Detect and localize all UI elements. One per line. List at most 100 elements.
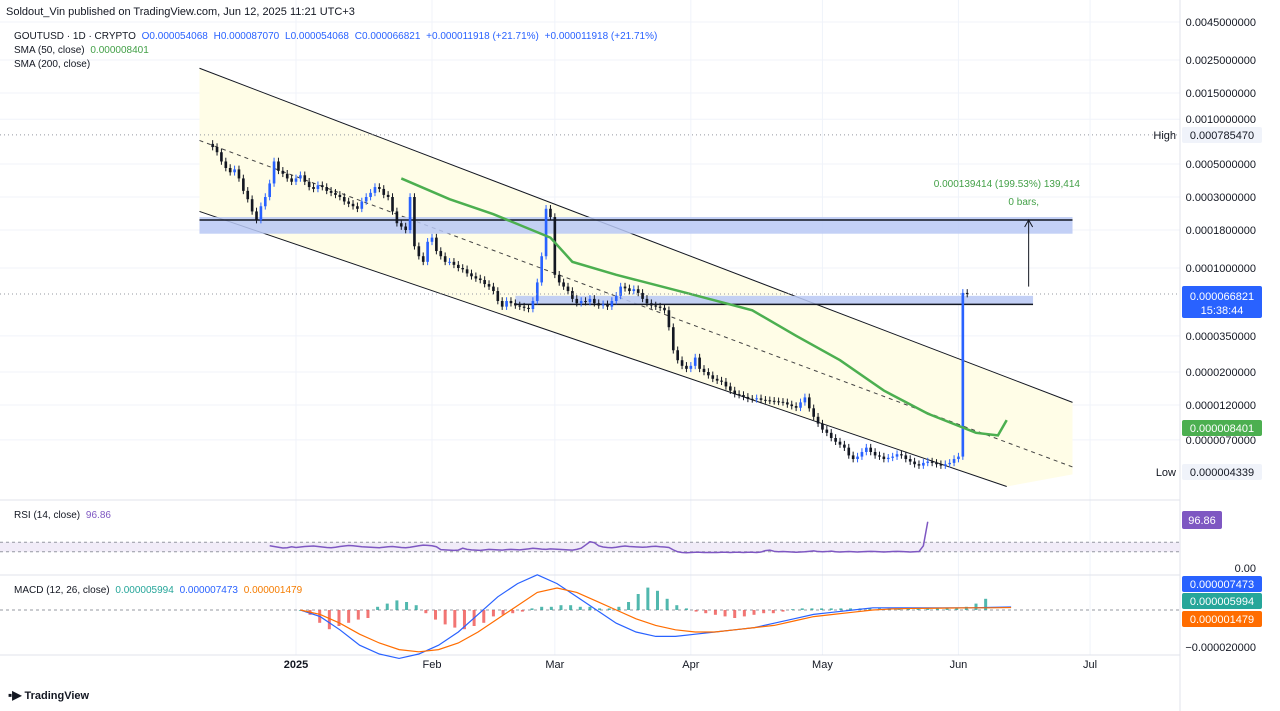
candle-down <box>399 223 403 227</box>
price-tick: 0.0000200000 <box>1186 367 1256 379</box>
candle-down <box>724 381 728 387</box>
macd-tick: −0.000020000 <box>1185 642 1256 654</box>
macd-histogram-bar <box>462 610 466 630</box>
candles <box>211 140 969 469</box>
candle-down <box>255 211 258 221</box>
candle-down <box>939 464 943 466</box>
candle-down <box>391 197 394 212</box>
candle-up <box>373 187 377 193</box>
time-axis[interactable]: 2025 Feb Mar Apr May Jun Jul <box>284 659 1097 671</box>
macd-histogram-bar <box>906 608 910 610</box>
macd-histogram-bar <box>955 608 959 610</box>
candle-up <box>865 447 868 452</box>
candle-down <box>413 197 416 247</box>
candle-up <box>299 175 302 179</box>
candle-down <box>658 306 662 308</box>
sma200-label: SMA (200, close) <box>14 59 91 70</box>
macd-histogram-bar <box>337 610 341 626</box>
candle-down <box>237 169 241 179</box>
macd-histogram-bar <box>598 608 602 610</box>
macd-histogram-bar <box>684 608 688 610</box>
symbol-legend[interactable]: GOUTUSD · 1D · CRYPTO O0.000054068 H0.00… <box>14 31 657 42</box>
candle-down <box>873 451 877 456</box>
price-tags: 0.000785470 High 0.000066821 15:38:44 0.0000… <box>1153 127 1262 627</box>
candle-down <box>878 455 881 457</box>
candle-down <box>680 360 684 366</box>
candle-down <box>514 303 517 306</box>
candle-up <box>803 397 807 403</box>
candle-down <box>654 305 658 307</box>
candle-down <box>606 304 609 307</box>
macd-histogram-bar <box>405 602 409 610</box>
candle-down <box>417 246 421 257</box>
publisher-line: Soldout_Vin published on TradingView.com… <box>6 6 355 18</box>
rsi-legend[interactable]: RSI (14, close) 96.86 <box>14 510 111 521</box>
candle-down <box>667 310 671 328</box>
candle-down <box>816 416 820 424</box>
macd-histogram-bar <box>443 610 447 625</box>
time-tick: May <box>812 659 833 671</box>
macd-pane[interactable]: −0.000020000 <box>0 574 1256 660</box>
candle-down <box>772 400 776 402</box>
macd-histogram-bar <box>742 610 746 617</box>
macd-histogram-bar <box>675 605 679 610</box>
candle-down <box>913 461 916 465</box>
macd-histogram-bar <box>694 610 698 612</box>
macd-histogram-bar <box>762 610 766 614</box>
candle-down <box>443 256 447 262</box>
macd-histogram-bar <box>424 610 428 614</box>
macd-tag-2: 0.000005994 <box>1190 596 1254 608</box>
candle-down <box>742 395 745 397</box>
rsi-pane[interactable]: 0.00 <box>0 521 1256 575</box>
tradingview-footer[interactable]: ▪▶ TradingView <box>8 688 89 702</box>
resistance-zone <box>199 217 1073 234</box>
candle-down <box>685 365 688 369</box>
measure-text: 0.000139414 (199.53%) 139,414 <box>934 179 1081 190</box>
candle-up <box>233 169 236 173</box>
candle-down <box>421 256 425 262</box>
price-tick: 0.0045000000 <box>1186 17 1256 29</box>
candle-down <box>461 268 465 270</box>
macd-signal-line <box>300 587 1012 653</box>
macd-histogram-bar <box>984 598 988 610</box>
candle-down <box>786 402 789 405</box>
tradingview-logo-icon: ▪▶ <box>8 688 22 702</box>
macd-histogram-bar <box>607 608 611 610</box>
candle-up <box>632 289 636 292</box>
candle-up <box>886 457 890 460</box>
candle-down <box>750 398 754 400</box>
macd-histogram-bar <box>849 608 853 610</box>
sma200-legend[interactable]: SMA (200, close) <box>14 59 90 70</box>
macd-tag-1: 0.000007473 <box>1190 579 1254 591</box>
candle-up <box>961 292 965 457</box>
macd-value-3: 0.000001479 <box>243 585 303 596</box>
sma50-legend[interactable]: SMA (50, close) 0.000008401 <box>14 45 149 56</box>
candle-up <box>948 462 951 465</box>
candle-down <box>246 190 250 200</box>
price-tick: 0.0001800000 <box>1186 225 1256 237</box>
candle-up <box>364 197 368 202</box>
macd-histogram-bar <box>655 590 659 610</box>
macd-legend[interactable]: MACD (12, 26, close) 0.000005994 0.00000… <box>14 585 302 596</box>
candle-down <box>518 305 522 307</box>
candle-down <box>474 276 478 279</box>
price-tick: 0.0001000000 <box>1186 263 1256 275</box>
candle-up <box>601 304 605 306</box>
candle-up <box>943 464 947 466</box>
price-axis[interactable]: 0.0045000000 0.0025000000 0.0015000000 0.00… <box>1179 0 1256 711</box>
macd-histogram-bar <box>569 605 573 610</box>
candle-down <box>470 273 473 277</box>
candle-down <box>882 456 886 460</box>
candle-down <box>347 201 350 204</box>
candle-down <box>733 390 737 395</box>
candle-down <box>404 226 407 231</box>
candle-down <box>698 357 701 369</box>
descending-channel[interactable] <box>199 67 1073 487</box>
rsi-line <box>269 521 929 554</box>
macd-histogram-bar <box>549 606 553 610</box>
candle-down <box>965 292 969 295</box>
macd-histogram-bar <box>588 606 592 610</box>
time-tick: Feb <box>423 659 442 671</box>
candle-down <box>584 301 587 303</box>
